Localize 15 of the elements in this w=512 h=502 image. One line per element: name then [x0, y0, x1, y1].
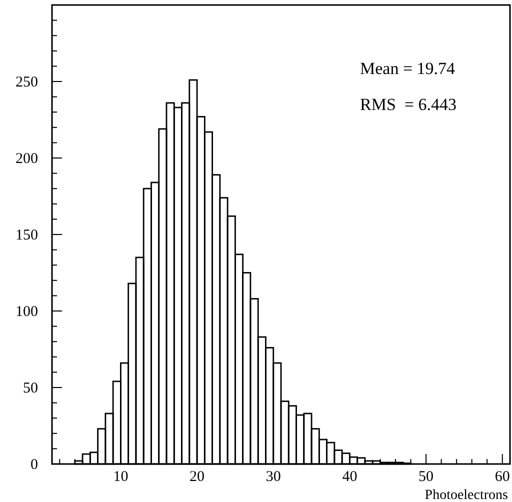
y-tick-label: 150 — [16, 228, 38, 244]
x-tick-label: 20 — [190, 469, 205, 485]
annotation: Mean = 19.74 — [360, 59, 456, 78]
y-tick-label: 200 — [16, 151, 38, 167]
x-tick-label: 30 — [266, 469, 281, 485]
y-tick-label: 100 — [16, 304, 38, 320]
x-tick-label: 60 — [494, 469, 510, 485]
x-tick-label: 50 — [418, 469, 434, 485]
y-tick-label: 50 — [23, 380, 38, 396]
y-tick-label: 0 — [30, 457, 38, 473]
x-axis-title: Photoelectrons — [424, 488, 508, 502]
y-tick-label: 250 — [16, 74, 38, 90]
annotation: RMS = 6.443 — [360, 95, 456, 114]
x-tick-label: 40 — [342, 469, 358, 485]
x-tick-label: 10 — [113, 469, 128, 485]
